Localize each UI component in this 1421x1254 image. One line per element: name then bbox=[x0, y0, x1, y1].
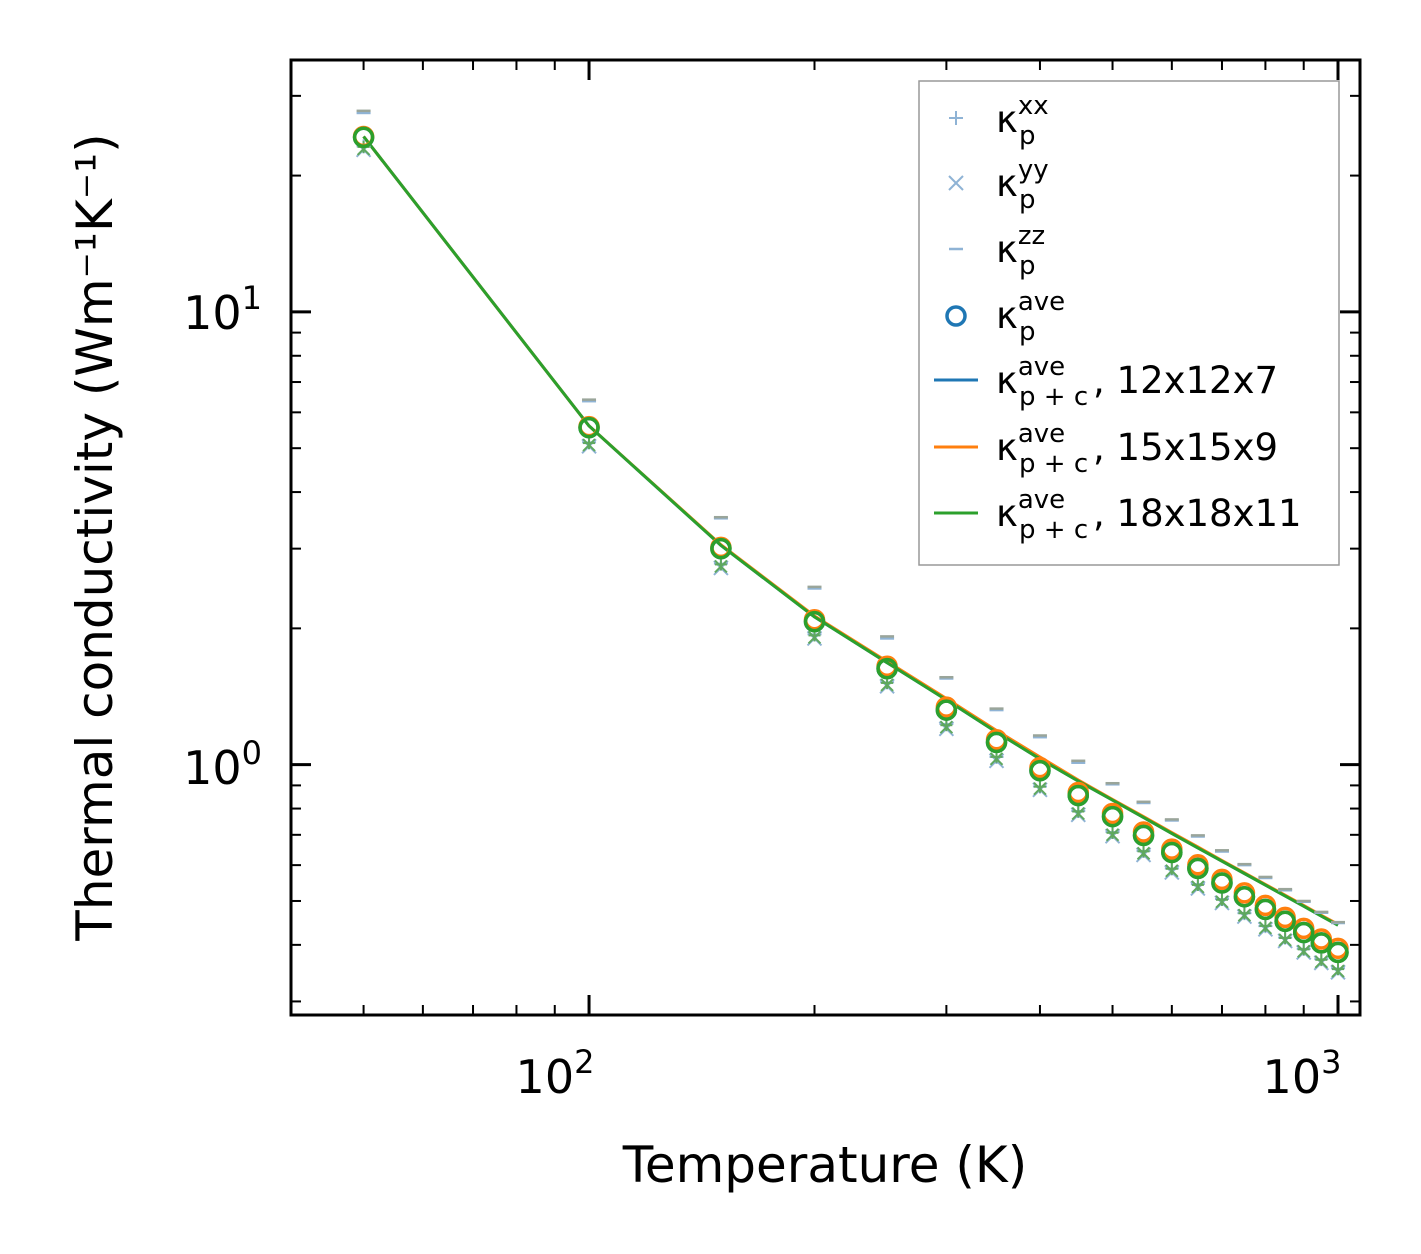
data-point-circle-green bbox=[985, 731, 1008, 754]
legend-frame bbox=[918, 80, 1340, 566]
data-point-circle-green bbox=[1161, 841, 1183, 864]
series-markers bbox=[352, 109, 1349, 980]
series-lines bbox=[362, 135, 1339, 927]
data-point-circle-green bbox=[1327, 941, 1349, 964]
data-point-circle-green bbox=[876, 657, 898, 680]
x-tick-label-100: 102 bbox=[516, 1043, 595, 1104]
legend-label-kyy: κyy p bbox=[996, 155, 1049, 215]
data-point-circle-green bbox=[578, 416, 600, 439]
y-tick-labels: 100 101 bbox=[183, 279, 262, 795]
legend-handle-x bbox=[948, 175, 964, 191]
data-point-plus-overlay bbox=[1331, 963, 1344, 976]
data-point-plus-overlay bbox=[1279, 932, 1292, 945]
data-point-circle-green bbox=[710, 537, 732, 560]
minor-ticks bbox=[290, 60, 1360, 1015]
data-point-plus-overlay bbox=[1165, 862, 1178, 875]
data-point-circle-green bbox=[352, 126, 375, 149]
data-point-circle-green bbox=[1029, 759, 1051, 782]
data-point-circle-green bbox=[1187, 857, 1209, 880]
data-point-plus-overlay bbox=[1315, 953, 1328, 966]
data-point-circle-green bbox=[1211, 872, 1233, 894]
data-point-plus-overlay bbox=[1137, 845, 1150, 858]
data-point-plus-overlay bbox=[1238, 907, 1251, 920]
data-point-circle-green bbox=[1132, 824, 1155, 847]
data-point-circle-green bbox=[935, 699, 958, 721]
legend-label-kzz: κzz p bbox=[996, 221, 1045, 281]
y-tick-label-10: 101 bbox=[183, 279, 262, 340]
x-tick-label-1000: 103 bbox=[1263, 1043, 1342, 1104]
y-tick-label-1: 100 bbox=[183, 734, 262, 795]
legend-label-15x15x9: κave p + c, 15x15x9 bbox=[996, 419, 1278, 479]
legend-label-12x12x7: κave p + c, 12x12x7 bbox=[996, 352, 1278, 412]
data-point-circle-green bbox=[1310, 932, 1333, 954]
data-point-plus-overlay bbox=[1072, 805, 1085, 818]
major-ticks bbox=[291, 60, 1360, 1015]
data-point-plus-overlay bbox=[714, 558, 727, 571]
data-point-plus-overlay bbox=[583, 437, 596, 450]
data-point-plus-overlay bbox=[1259, 919, 1272, 932]
data-point-plus-overlay bbox=[1215, 893, 1228, 906]
legend-label-kave: κave p bbox=[996, 287, 1065, 347]
plot-area bbox=[352, 109, 1349, 980]
data-point-plus-overlay bbox=[1033, 780, 1046, 793]
legend-label-18x18x11: κave p + c, 18x18x11 bbox=[996, 485, 1302, 545]
x-tick-labels: 102 103 bbox=[516, 1043, 1342, 1104]
legend-handle-circle bbox=[945, 305, 967, 327]
legend: κxx p κyy p κzz p κave p κave p + c, 12x12x7 … bbox=[918, 80, 1340, 566]
data-point-circle-green bbox=[1067, 784, 1090, 807]
data-point-circle-green bbox=[1274, 910, 1296, 933]
data-point-plus-overlay bbox=[940, 719, 953, 732]
x-axis-label: Temperature (K) bbox=[622, 1136, 1027, 1194]
data-point-circle-green bbox=[1292, 921, 1315, 944]
data-point-circle-green bbox=[1233, 885, 1256, 908]
data-point-circle-green bbox=[1254, 898, 1277, 921]
data-point-circle-green bbox=[803, 610, 826, 633]
legend-handles bbox=[934, 111, 978, 515]
series-line-2 bbox=[362, 135, 1339, 927]
data-point-circle-green bbox=[1101, 805, 1124, 828]
data-point-plus-overlay bbox=[1106, 826, 1119, 839]
legend-handle-plus bbox=[949, 111, 963, 125]
plot-frame bbox=[289, 58, 1362, 1017]
data-point-plus-overlay bbox=[1297, 943, 1310, 956]
data-point-plus-overlay bbox=[1191, 878, 1204, 891]
y-axis-label: Thermal conductivity (Wm⁻¹K⁻¹) bbox=[66, 133, 124, 941]
legend-label-kxx: κxx p bbox=[996, 91, 1049, 151]
